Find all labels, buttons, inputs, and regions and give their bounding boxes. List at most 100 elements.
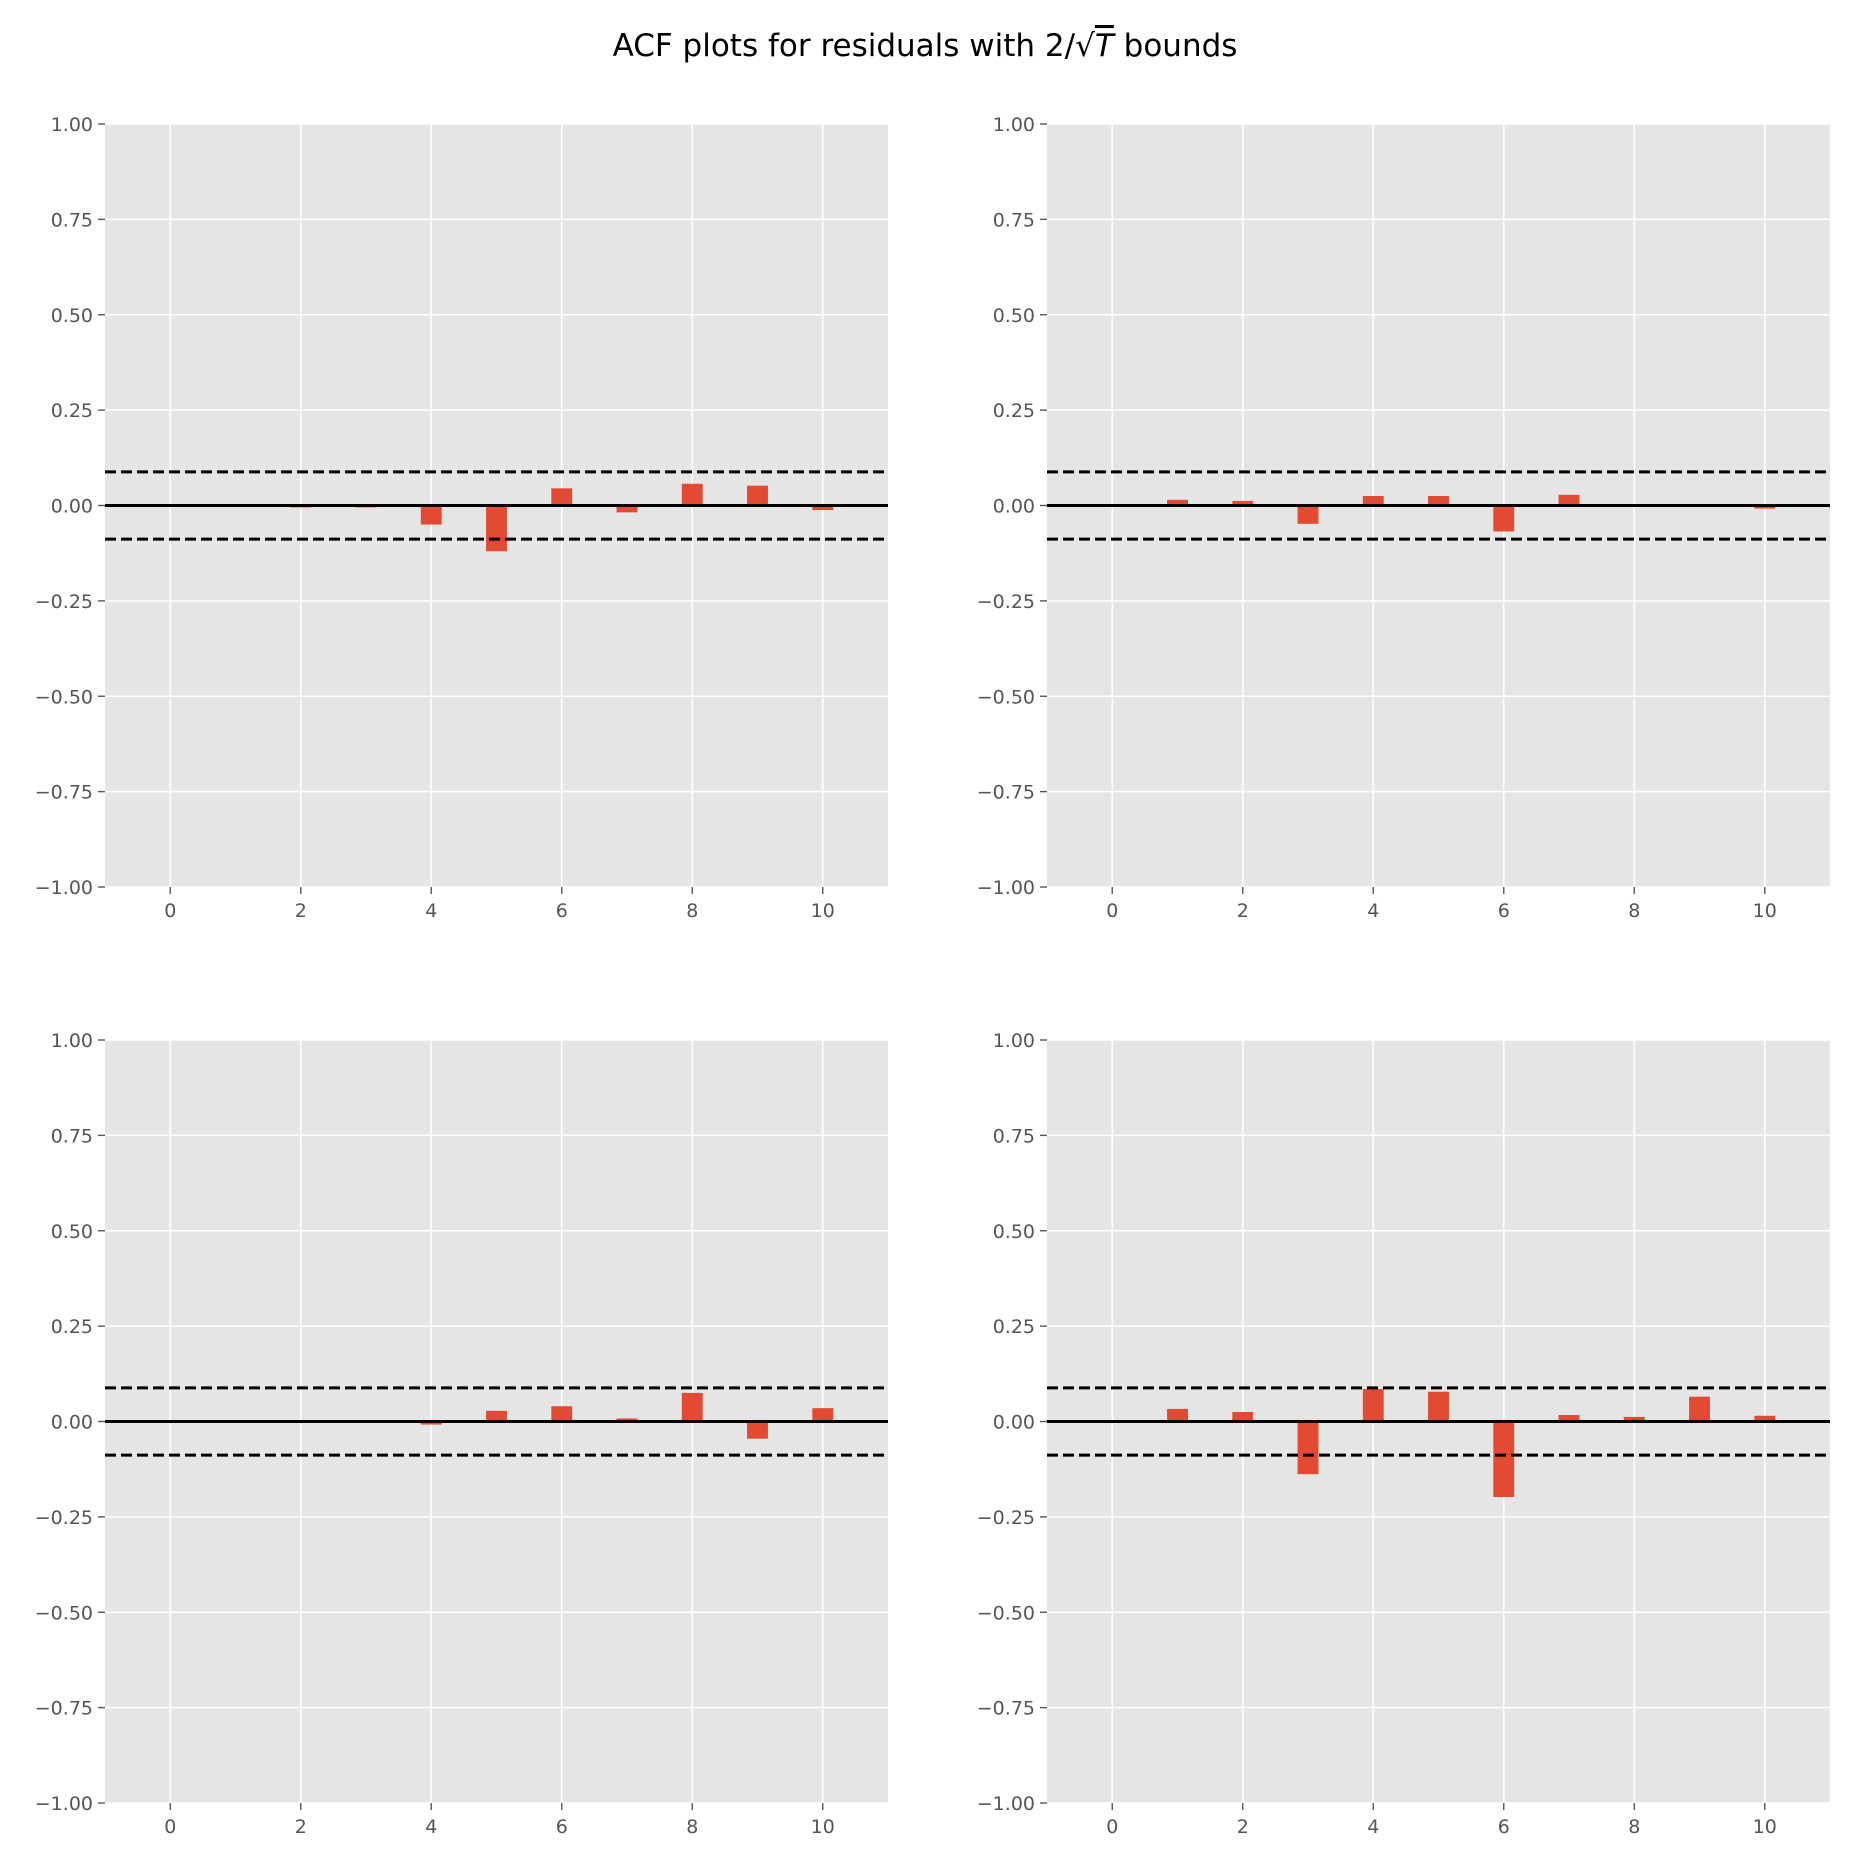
- acf-bar-lag-8: [681, 483, 703, 506]
- acf-bar-lag-7: [1558, 494, 1580, 506]
- acf-bar-lag-4: [1362, 495, 1384, 506]
- acf-bar-lag-6: [1493, 505, 1515, 532]
- x-tick-label: 10: [1753, 900, 1777, 922]
- y-tick-label: −1.00: [35, 1793, 93, 1815]
- figure-title: ACF plots for residuals with 2/√T bounds: [613, 28, 1238, 64]
- x-tick-label: 6: [556, 1816, 568, 1838]
- x-tick-label: 8: [686, 1816, 698, 1838]
- y-tick-label: −0.25: [977, 1507, 1035, 1529]
- acf-bar-lag-8: [681, 1392, 703, 1422]
- acf-bars: [420, 1392, 834, 1439]
- subplot-bottom-left: 1.00 0.75 0.50 0.25 0.00 −0.25 −0.50 −0.75 −1.00…: [35, 1030, 888, 1838]
- gridlines: [105, 1039, 888, 1804]
- y-tick-label: 0.50: [51, 1221, 93, 1243]
- acf-bar-lag-9: [747, 1421, 768, 1439]
- x-tick-label: 4: [1367, 900, 1379, 922]
- acf-bar-lag-1: [1167, 1408, 1188, 1422]
- acf-bar-lag-2: [1232, 500, 1254, 506]
- acf-bar-lag-6: [551, 1406, 573, 1422]
- y-tick-label: 0.00: [993, 1412, 1035, 1434]
- acf-bar-lag-5: [486, 505, 507, 552]
- y-tick-label: −0.50: [977, 1602, 1035, 1624]
- acf-bars: [1167, 494, 1776, 532]
- y-tick-label: 1.00: [993, 114, 1035, 136]
- acf-bar-lag-1: [1167, 499, 1188, 506]
- subplot-grid: 1.00 0.75 0.50 0.25 0.00 −0.25 −0.50 −0.75 −1.00…: [35, 114, 1830, 1838]
- acf-bar-lag-3: [1297, 1421, 1319, 1475]
- y-tick-label: −0.50: [35, 1602, 93, 1624]
- y-tick-label: 0.00: [993, 496, 1035, 518]
- figure-title-radical: √: [1075, 28, 1095, 64]
- figure-title-suffix: bounds: [1114, 28, 1238, 64]
- acf-bar-lag-7: [616, 505, 638, 513]
- x-tick-label: 2: [1237, 900, 1249, 922]
- y-tick-label: 0.00: [51, 1412, 93, 1434]
- y-tick-label: −0.50: [977, 686, 1035, 708]
- y-tick-label: 0.75: [993, 209, 1035, 231]
- x-tick-label: 4: [425, 1816, 437, 1838]
- y-tick-label: −1.00: [977, 877, 1035, 899]
- y-tick-label: −0.25: [35, 1507, 93, 1529]
- x-tick-label: 2: [295, 1816, 307, 1838]
- acf-bar-lag-7: [616, 1418, 638, 1422]
- y-tick-label: −0.25: [977, 591, 1035, 613]
- y-tick-label: −0.25: [35, 591, 93, 613]
- y-tick-label: 0.50: [993, 1221, 1035, 1243]
- x-tick-label: 0: [164, 1816, 176, 1838]
- acf-bar-lag-3: [1297, 505, 1319, 524]
- y-tick-label: 0.50: [51, 305, 93, 327]
- acf-bar-lag-10: [812, 1408, 834, 1422]
- y-tick-label: 0.25: [51, 400, 93, 422]
- acf-bar-lag-9: [1689, 1396, 1710, 1422]
- x-tick-label: 10: [1753, 1816, 1777, 1838]
- y-tick-label: 0.75: [993, 1125, 1035, 1147]
- acf-bar-lag-10: [1754, 505, 1776, 509]
- figure-title-variable: T: [1095, 28, 1116, 64]
- y-tick-label: 1.00: [51, 114, 93, 136]
- acf-bar-lag-5: [486, 1410, 507, 1422]
- acf-bar-lag-10: [1754, 1415, 1776, 1422]
- x-tick-label: 8: [1628, 1816, 1640, 1838]
- acf-bars: [1167, 1389, 1776, 1498]
- x-tick-label: 0: [164, 900, 176, 922]
- acf-bar-lag-10: [812, 505, 834, 511]
- acf-bar-lag-6: [551, 488, 573, 506]
- x-tick-label: 4: [1367, 1816, 1379, 1838]
- y-tick-label: 0.75: [51, 209, 93, 231]
- x-tick-label: 0: [1106, 900, 1118, 922]
- figure-title-prefix: ACF plots for residuals with 2/: [613, 28, 1076, 64]
- y-tick-label: −0.75: [977, 1698, 1035, 1720]
- acf-bar-lag-6: [1493, 1421, 1515, 1498]
- y-tick-label: 1.00: [51, 1030, 93, 1052]
- y-tick-label: 0.00: [51, 496, 93, 518]
- x-tick-label: 10: [811, 1816, 835, 1838]
- x-tick-label: 10: [811, 900, 835, 922]
- y-tick-label: −0.75: [977, 782, 1035, 804]
- acf-bar-lag-5: [1428, 1391, 1449, 1422]
- y-tick-label: −0.75: [35, 1698, 93, 1720]
- x-tick-label: 8: [1628, 900, 1640, 922]
- y-tick-label: −1.00: [35, 877, 93, 899]
- acf-bar-lag-4: [420, 1421, 442, 1425]
- x-tick-label: 2: [295, 900, 307, 922]
- x-tick-label: 0: [1106, 1816, 1118, 1838]
- x-tick-label: 8: [686, 900, 698, 922]
- x-tick-label: 6: [1498, 900, 1510, 922]
- x-tick-label: 6: [556, 900, 568, 922]
- acf-bar-lag-5: [1428, 495, 1449, 506]
- x-tick-label: 4: [425, 900, 437, 922]
- y-tick-label: 0.50: [993, 305, 1035, 327]
- acf-bar-lag-4: [420, 505, 442, 525]
- y-tick-label: −0.75: [35, 782, 93, 804]
- subplot-top-left: 1.00 0.75 0.50 0.25 0.00 −0.25 −0.50 −0.75 −1.00…: [35, 114, 888, 922]
- acf-bar-lag-4: [1362, 1389, 1384, 1422]
- acf-bar-lag-2: [1232, 1411, 1254, 1422]
- y-tick-label: 0.75: [51, 1125, 93, 1147]
- y-tick-label: 0.25: [993, 1316, 1035, 1338]
- x-tick-label: 6: [1498, 1816, 1510, 1838]
- acf-bar-lag-9: [747, 485, 768, 506]
- acf-bar-lag-7: [1558, 1415, 1580, 1422]
- y-tick-label: 0.25: [51, 1316, 93, 1338]
- y-tick-label: −1.00: [977, 1793, 1035, 1815]
